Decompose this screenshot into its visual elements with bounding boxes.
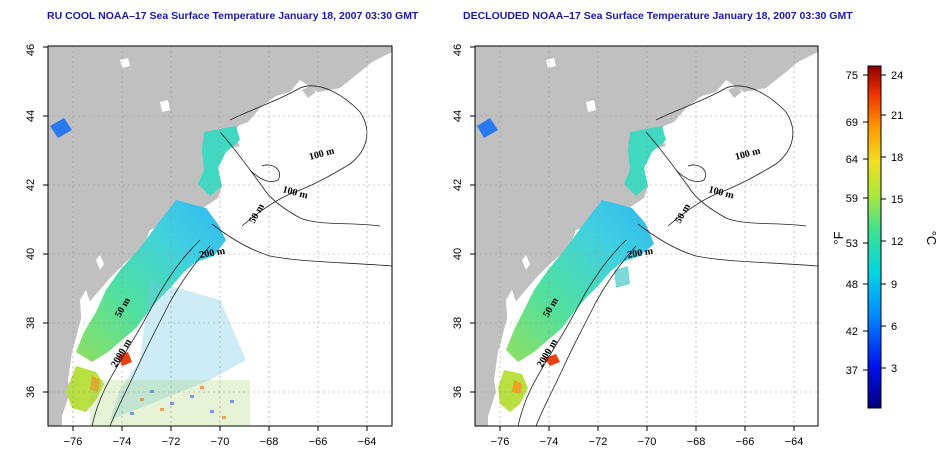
lon-tick-label: −64 [358,436,377,448]
celsius-unit-label: °C [924,231,939,246]
lat-tick-label: 42 [25,179,37,191]
fahrenheit-tick-label: 75 [846,70,858,82]
fahrenheit-tick-label: 42 [846,326,858,338]
fahrenheit-tick-label: 59 [846,193,858,205]
lon-tick-label: −76 [491,436,510,448]
land-mass [48,46,392,426]
contour-label: 200 m [199,246,227,261]
lon-tick-label: −76 [64,436,83,448]
colorbar-gradient [867,65,882,409]
fahrenheit-ticks: 75 69 64 59 53 48 42 37 [846,70,858,377]
celsius-tick-label: 15 [891,194,903,206]
lon-tick-label: −74 [540,436,559,448]
lon-tick-label: −68 [687,436,706,448]
sst-swath [50,118,250,426]
lat-tick-label: 38 [452,317,464,329]
bathymetry-contours [517,85,818,426]
lon-tick-label: −72 [162,436,181,448]
lon-tick-labels: −76 −74 −72 −70 −68 −66 −64 [491,436,804,448]
lon-tick-label: −64 [785,436,804,448]
fahrenheit-tick-label: 48 [846,279,858,291]
lat-tick-labels: 36 38 40 42 44 46 [25,44,37,398]
axis-ticks [43,46,368,431]
grid-lines [475,46,818,426]
axis-ticks [470,46,795,431]
panel-title-cloudy: RU COOL NOAA–17 Sea Surface Temperature … [47,10,419,22]
panel-title-declouded: DECLOUDED NOAA–17 Sea Surface Temperatur… [463,10,853,22]
fahrenheit-tick-label: 37 [846,365,858,377]
grid-lines [48,46,392,426]
lon-tick-label: −70 [638,436,657,448]
lat-tick-label: 46 [25,44,37,56]
celsius-tick-label: 24 [891,70,903,82]
celsius-tick-label: 12 [891,236,903,248]
lon-tick-label: −74 [113,436,132,448]
lat-tick-label: 40 [452,248,464,260]
lat-tick-label: 36 [452,386,464,398]
lakes [506,58,596,330]
lat-tick-labels: 36 38 40 42 44 46 [452,44,464,398]
lat-tick-label: 44 [452,110,464,122]
lon-tick-label: −66 [736,436,755,448]
lon-tick-labels: −76 −74 −72 −70 −68 −66 −64 [64,436,377,448]
celsius-tick-label: 3 [891,363,897,375]
lon-tick-label: −66 [309,436,328,448]
celsius-tick-label: 9 [891,279,897,291]
celsius-tick-label: 6 [891,321,897,333]
lat-tick-label: 38 [25,317,37,329]
colorbar: 75 69 64 59 53 48 42 37 24 21 18 15 12 9… [831,65,939,409]
lat-tick-label: 36 [25,386,37,398]
lat-tick-label: 40 [25,248,37,260]
contour-label: 200 m [627,246,655,261]
lat-tick-label: 44 [25,110,37,122]
map-panel-cloudy: 100 m 100 m 50 m 200 m 50 m 2000 m −76 −… [25,44,393,448]
fahrenheit-tick-label: 64 [846,154,858,166]
fahrenheit-tick-label: 69 [846,117,858,129]
lon-tick-label: −68 [260,436,279,448]
map-panel-declouded: 100 m 100 m 50 m 200 m 50 m 2000 m −76 −… [452,44,819,448]
fahrenheit-unit-label: °F [831,231,846,244]
lakes [80,58,170,330]
lat-tick-label: 46 [452,44,464,56]
land-mass [475,46,818,426]
celsius-ticks: 24 21 18 15 12 9 6 3 [891,70,903,375]
celsius-tick-label: 18 [891,152,903,164]
lon-tick-label: −72 [589,436,608,448]
bathymetry-contours [91,85,392,426]
lat-tick-label: 42 [452,179,464,191]
celsius-tick-label: 21 [891,110,903,122]
lon-tick-label: −70 [211,436,230,448]
fahrenheit-tick-label: 53 [846,238,858,250]
